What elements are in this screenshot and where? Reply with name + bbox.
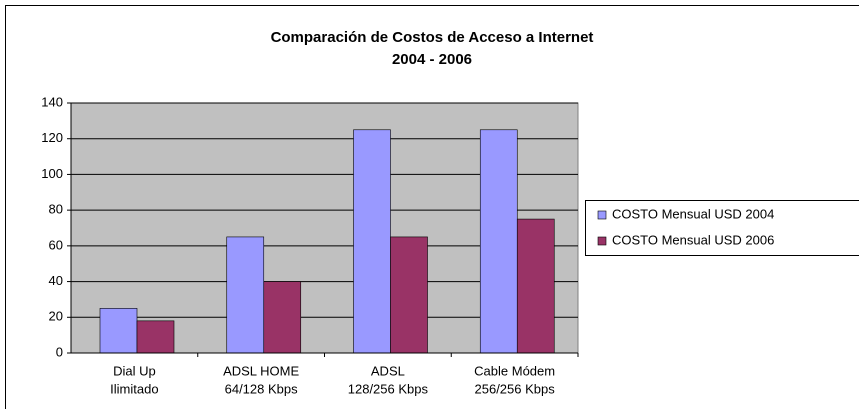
bar: [99, 308, 138, 354]
bar: [263, 281, 302, 354]
x-tick-label: ADSL: [371, 363, 405, 378]
bar: [136, 320, 175, 354]
bar: [479, 129, 518, 354]
y-tick-label: 100: [41, 166, 63, 181]
x-tick-label: Dial Up: [113, 363, 156, 378]
x-tick-label: Cable Módem: [474, 363, 555, 378]
y-tick-label: 0: [56, 344, 63, 359]
y-tick-label: 140: [41, 94, 63, 109]
y-tick-label: 120: [41, 130, 63, 145]
x-tick-label: 64/128 Kbps: [225, 381, 299, 396]
chart-title: 2004 - 2006: [392, 51, 472, 68]
legend-label: COSTO Mensual USD 2006: [612, 232, 774, 247]
chart-title: Comparación de Costos de Acceso a Intern…: [271, 29, 594, 46]
bar: [516, 218, 555, 354]
y-tick-label: 20: [49, 309, 63, 324]
bar: [390, 236, 428, 354]
y-tick-label: 40: [49, 273, 63, 288]
bar: [353, 129, 391, 354]
x-tick-label: 128/256 Kbps: [348, 381, 429, 396]
legend-swatch: [597, 236, 607, 246]
legend-label: COSTO Mensual USD 2004: [612, 206, 774, 221]
y-tick-label: 60: [49, 237, 63, 252]
x-tick-label: 256/256 Kbps: [475, 381, 556, 396]
legend-box: [585, 200, 859, 256]
x-tick-label: Ilimitado: [110, 381, 158, 396]
y-tick-label: 80: [49, 202, 63, 217]
bar: [226, 236, 265, 354]
x-tick-label: ADSL HOME: [223, 363, 299, 378]
legend-swatch: [597, 210, 607, 220]
